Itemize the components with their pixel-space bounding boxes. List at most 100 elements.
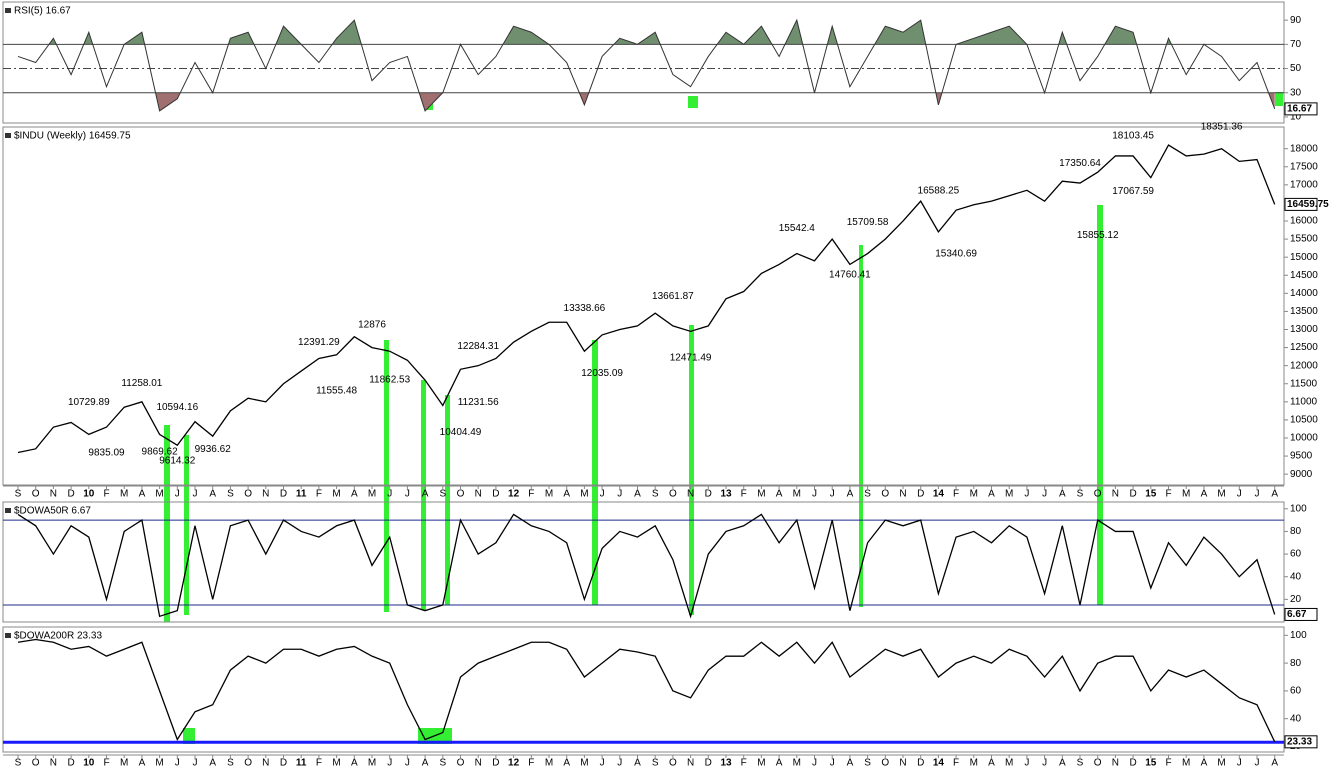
last-value: 6.67	[1287, 609, 1307, 620]
x-tick-label: F	[316, 489, 322, 500]
x-tick-label: O	[457, 489, 465, 500]
x-tick-label: D	[67, 758, 74, 769]
series-line	[17, 18, 1276, 112]
y-tick-label: 30	[1290, 87, 1302, 98]
x-tick-label: J	[175, 489, 180, 500]
x-tick-label: A	[1201, 489, 1208, 500]
x-tick-label: M	[155, 489, 163, 500]
price-annotation: 13661.87	[652, 291, 694, 302]
x-tick-label: A	[422, 489, 429, 500]
y-tick-label: 10500	[1290, 415, 1318, 426]
x-tick-label: J	[1237, 758, 1242, 769]
x-tick-label: J	[387, 489, 392, 500]
highlight	[689, 325, 694, 615]
panel-title: $DOWA50R 6.67	[14, 506, 91, 517]
price-annotation: 15855.12	[1077, 230, 1119, 241]
y-tick-label: 80	[1290, 526, 1302, 537]
x-tick-label: N	[687, 489, 694, 500]
x-tick-label: M	[580, 758, 588, 769]
x-tick-label: A	[422, 758, 429, 769]
x-tick-label: O	[881, 758, 889, 769]
x-tick-label: S	[227, 758, 234, 769]
x-tick-label: M	[1217, 758, 1225, 769]
price-annotation: 12035.09	[581, 368, 623, 379]
x-tick-label: N	[899, 489, 906, 500]
x-tick-label: N	[262, 758, 269, 769]
panel-title: $INDU (Weekly) 16459.75	[14, 131, 131, 142]
oversold-fill	[18, 92, 1275, 111]
x-tick-label: S	[439, 758, 446, 769]
series-line	[17, 513, 1276, 619]
x-tick-label: J	[600, 758, 605, 769]
x-tick-label: J	[405, 489, 410, 500]
x-tick-label: N	[50, 489, 57, 500]
x-tick-label: A	[988, 758, 995, 769]
x-tick-label: A	[563, 758, 570, 769]
price-annotation: 10729.89	[68, 397, 110, 408]
x-tick-label: O	[1094, 758, 1102, 769]
x-tick-label: J	[617, 489, 622, 500]
x-tick-label: A	[1271, 489, 1278, 500]
y-tick-label: 12500	[1290, 342, 1318, 353]
title-icon	[5, 633, 11, 638]
y-tick-label: 10	[1290, 112, 1302, 123]
x-tick-label: D	[705, 758, 712, 769]
y-tick-label: 15000	[1290, 252, 1318, 263]
x-tick-label: F	[528, 489, 534, 500]
x-tick-label: S	[1077, 489, 1084, 500]
price-annotation: 12876	[358, 320, 386, 331]
x-tick-label: J	[830, 489, 835, 500]
x-tick-label: M	[332, 758, 340, 769]
overbought-fill	[18, 20, 1275, 45]
x-tick-label: 10	[83, 758, 95, 769]
x-tick-label: 12	[508, 758, 520, 769]
x-tick-label: N	[475, 758, 482, 769]
y-tick-label: 50	[1290, 63, 1302, 74]
x-tick-label: D	[280, 489, 287, 500]
highlight	[384, 340, 389, 612]
x-tick-label: 13	[720, 489, 732, 500]
price-annotation: 12471.49	[670, 352, 712, 363]
x-tick-label: N	[50, 758, 57, 769]
x-tick-label: J	[1042, 758, 1047, 769]
price-annotation: 15542.4	[779, 223, 816, 234]
y-tick-label: 80	[1290, 658, 1302, 669]
x-tick-label: M	[580, 489, 588, 500]
x-tick-label: M	[120, 489, 128, 500]
price-annotation: 11555.48	[316, 385, 357, 396]
last-value: 16.67	[1287, 104, 1312, 115]
highlight	[1275, 92, 1283, 106]
x-tick-label: A	[1271, 758, 1278, 769]
x-tick-label: A	[351, 758, 358, 769]
y-tick-label: 15500	[1290, 234, 1318, 245]
highlight	[1097, 205, 1103, 605]
x-tick-label: A	[776, 489, 783, 500]
last-value-box	[1284, 197, 1318, 211]
x-tick-label: A	[634, 489, 641, 500]
y-tick-label: 70	[1290, 39, 1302, 50]
panel-title: $DOWA200R 23.33	[14, 631, 102, 642]
x-tick-label: 12	[508, 489, 520, 500]
x-tick-label: S	[15, 489, 22, 500]
x-tick-label: J	[1024, 758, 1029, 769]
price-annotation: 9835.09	[88, 448, 125, 459]
x-tick-label: M	[970, 489, 978, 500]
highlight	[592, 340, 598, 605]
x-tick-label: A	[847, 758, 854, 769]
price-annotation: 11258.01	[121, 378, 162, 389]
x-tick-label: F	[741, 489, 747, 500]
x-tick-label: J	[1237, 489, 1242, 500]
title-icon	[5, 8, 11, 13]
x-tick-label: M	[368, 489, 376, 500]
x-tick-label: M	[757, 489, 765, 500]
x-tick-label: J	[1024, 489, 1029, 500]
price-annotation: 12284.31	[457, 341, 499, 352]
x-tick-label: A	[1201, 758, 1208, 769]
x-tick-label: O	[1094, 489, 1102, 500]
last-value-box	[1284, 102, 1318, 116]
x-tick-label: F	[1165, 758, 1171, 769]
y-tick-label: 60	[1290, 686, 1302, 697]
x-tick-label: J	[830, 758, 835, 769]
price-annotation: 9614.32	[159, 456, 196, 467]
